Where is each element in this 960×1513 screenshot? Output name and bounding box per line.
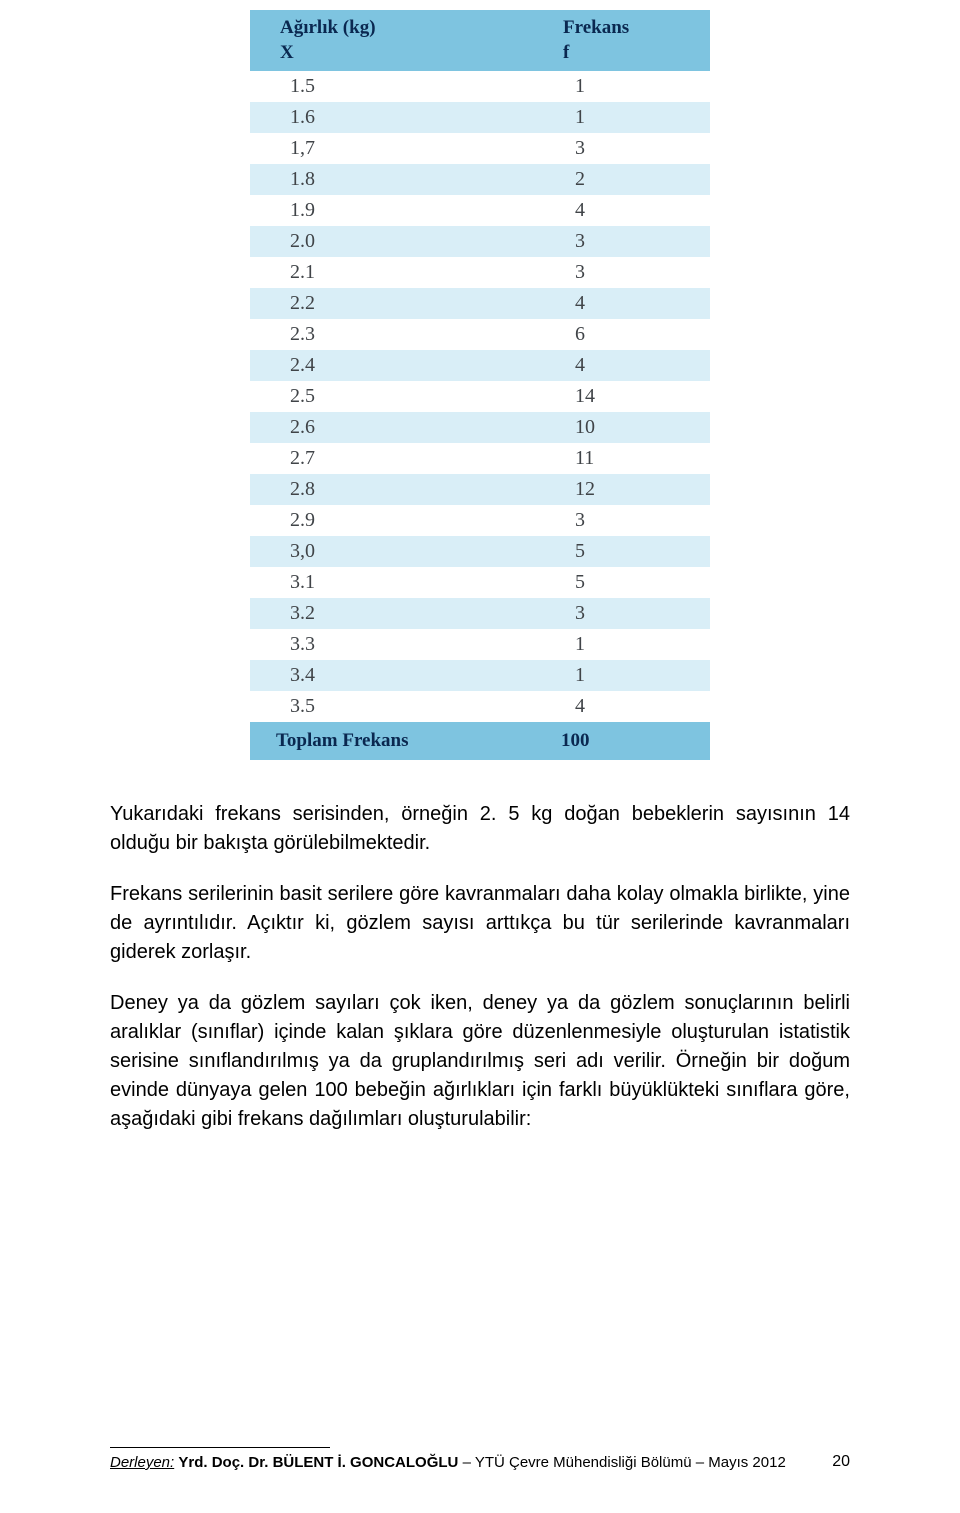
cell-weight: 1.9: [250, 195, 503, 226]
table-row: 1.61: [250, 102, 710, 133]
cell-weight: 2.6: [250, 412, 503, 443]
cell-weight: 3.5: [250, 691, 503, 722]
cell-frequency: 1: [503, 629, 710, 660]
table-row: 3.54: [250, 691, 710, 722]
table-row: 2.44: [250, 350, 710, 381]
cell-weight: 3.4: [250, 660, 503, 691]
page-number: 20: [832, 1453, 850, 1471]
cell-weight: 3,0: [250, 536, 503, 567]
table-header-frequency: Frekans f: [503, 10, 710, 71]
header-freq-line2: f: [563, 42, 569, 63]
paragraph-3: Deney ya da gözlem sayıları çok iken, de…: [110, 989, 850, 1134]
table-row: 3.23: [250, 598, 710, 629]
cell-weight: 1,7: [250, 133, 503, 164]
cell-frequency: 4: [503, 691, 710, 722]
table-row: 1.82: [250, 164, 710, 195]
cell-weight: 2.8: [250, 474, 503, 505]
table-row: 2.514: [250, 381, 710, 412]
cell-frequency: 2: [503, 164, 710, 195]
cell-weight: 3.1: [250, 567, 503, 598]
paragraph-2: Frekans serilerinin basit serilere göre …: [110, 880, 850, 967]
cell-frequency: 4: [503, 350, 710, 381]
table-total-row: Toplam Frekans 100: [250, 722, 710, 760]
cell-weight: 1.8: [250, 164, 503, 195]
cell-weight: 2.4: [250, 350, 503, 381]
cell-weight: 2.5: [250, 381, 503, 412]
table-row: 3.41: [250, 660, 710, 691]
cell-frequency: 1: [503, 71, 710, 102]
cell-weight: 2.3: [250, 319, 503, 350]
cell-frequency: 14: [503, 381, 710, 412]
header-weight-line2: X: [280, 42, 294, 63]
footer-text: Derleyen: Yrd. Doç. Dr. BÜLENT İ. GONCAL…: [110, 1454, 850, 1471]
cell-frequency: 3: [503, 257, 710, 288]
cell-weight: 2.1: [250, 257, 503, 288]
cell-weight: 3.3: [250, 629, 503, 660]
table-row: 2.93: [250, 505, 710, 536]
cell-frequency: 12: [503, 474, 710, 505]
frequency-table: Ağırlık (kg) X Frekans f 1.511.611,731.8…: [250, 10, 710, 760]
cell-frequency: 5: [503, 567, 710, 598]
cell-frequency: 1: [503, 102, 710, 133]
cell-weight: 2.7: [250, 443, 503, 474]
table-row: 1.51: [250, 71, 710, 102]
total-label: Toplam Frekans: [250, 722, 503, 760]
cell-frequency: 10: [503, 412, 710, 443]
header-freq-line1: Frekans: [563, 17, 629, 38]
cell-frequency: 6: [503, 319, 710, 350]
header-weight-line1: Ağırlık (kg): [280, 17, 376, 38]
cell-frequency: 3: [503, 226, 710, 257]
footer-institution: – YTÜ Çevre Mühendisliği Bölümü – Mayıs …: [463, 1454, 786, 1471]
table-row: 2.812: [250, 474, 710, 505]
cell-weight: 2.9: [250, 505, 503, 536]
footer-label: Derleyen:: [110, 1454, 174, 1471]
cell-weight: 2.2: [250, 288, 503, 319]
table-row: 3,05: [250, 536, 710, 567]
cell-weight: 2.0: [250, 226, 503, 257]
table-row: 2.13: [250, 257, 710, 288]
cell-frequency: 11: [503, 443, 710, 474]
table-header-weight: Ağırlık (kg) X: [250, 10, 503, 71]
table-row: 3.31: [250, 629, 710, 660]
table-row: 2.03: [250, 226, 710, 257]
cell-frequency: 5: [503, 536, 710, 567]
table-row: 2.24: [250, 288, 710, 319]
cell-frequency: 4: [503, 195, 710, 226]
cell-weight: 3.2: [250, 598, 503, 629]
footer-divider: [110, 1447, 330, 1448]
table-row: 1,73: [250, 133, 710, 164]
cell-frequency: 1: [503, 660, 710, 691]
cell-frequency: 4: [503, 288, 710, 319]
page-footer: Derleyen: Yrd. Doç. Dr. BÜLENT İ. GONCAL…: [110, 1447, 850, 1471]
table-row: 2.610: [250, 412, 710, 443]
table-row: 1.94: [250, 195, 710, 226]
table-row: 3.15: [250, 567, 710, 598]
cell-frequency: 3: [503, 598, 710, 629]
cell-weight: 1.6: [250, 102, 503, 133]
paragraph-1: Yukarıdaki frekans serisinden, örneğin 2…: [110, 800, 850, 858]
table-row: 2.36: [250, 319, 710, 350]
cell-frequency: 3: [503, 133, 710, 164]
cell-weight: 1.5: [250, 71, 503, 102]
footer-author: Yrd. Doç. Dr. BÜLENT İ. GONCALOĞLU: [178, 1454, 458, 1471]
cell-frequency: 3: [503, 505, 710, 536]
table-row: 2.711: [250, 443, 710, 474]
total-value: 100: [503, 722, 710, 760]
